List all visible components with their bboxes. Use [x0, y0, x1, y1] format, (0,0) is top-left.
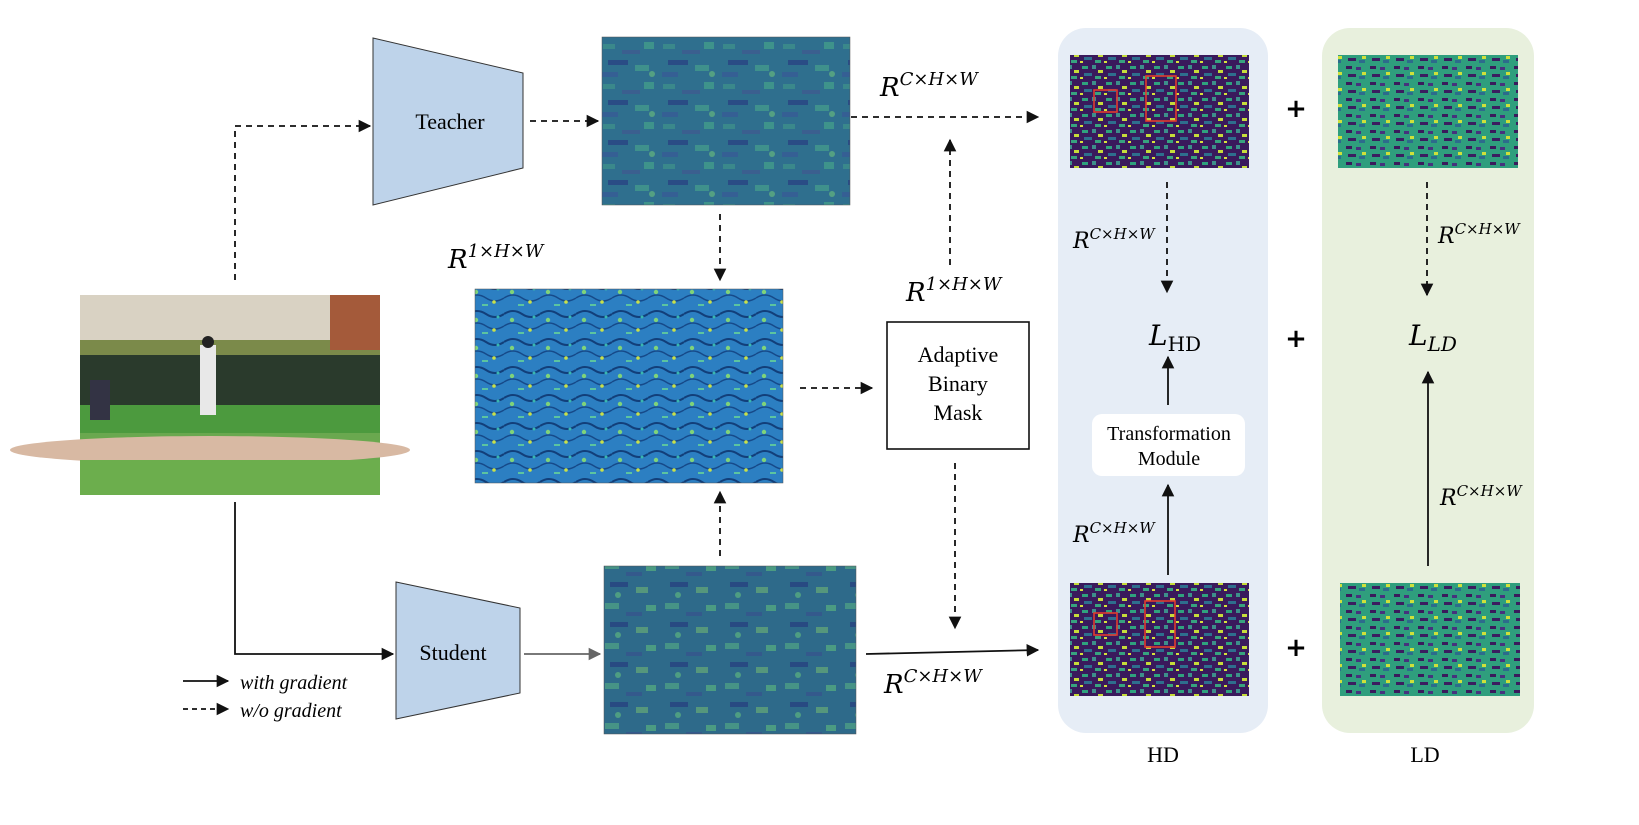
dim-hd-student: RC×H×W	[1072, 519, 1156, 548]
hd-teacher-bbox-large	[1145, 75, 1177, 122]
tm-line-1: Transformation	[1107, 423, 1231, 445]
svg-text:LHD: LHD	[1148, 319, 1201, 356]
svg-text:R1×H×W: R1×H×W	[447, 241, 545, 275]
arrow-image-to-teacher	[234, 119, 372, 280]
dim-ld-student: RC×H×W	[1439, 482, 1523, 511]
legend: with gradient w/o gradient	[183, 672, 348, 722]
arrow-image-to-student	[234, 502, 395, 661]
loss-hd: LHD	[1148, 319, 1201, 356]
panel-label-ld: LD	[1410, 742, 1439, 767]
plus-bottom: +	[1285, 633, 1307, 663]
dim-ld-teacher: RC×H×W	[1437, 220, 1521, 249]
dim-heatmap: R1×H×W	[447, 241, 545, 275]
hd-teacher-bbox-small	[1093, 89, 1118, 113]
adaptive-binary-mask-box	[886, 321, 1030, 450]
svg-text:RC×H×W: RC×H×W	[1439, 482, 1523, 511]
tm-line-2: Module	[1138, 448, 1200, 470]
teacher-label: Teacher	[415, 109, 485, 134]
dim-hd-teacher: RC×H×W	[1072, 225, 1156, 254]
input-image	[10, 295, 410, 495]
dim-teacher-out: RC×H×W	[879, 69, 979, 103]
legend-dashed-label: w/o gradient	[240, 700, 342, 722]
hd-student-bbox-large	[1144, 600, 1176, 648]
abm-line-1: Adaptive	[918, 342, 999, 367]
plus-top: +	[1285, 94, 1307, 124]
svg-text:LLD: LLD	[1408, 319, 1457, 356]
legend-solid-label: with gradient	[240, 672, 348, 694]
ld-student-map	[1340, 583, 1520, 696]
ld-teacher-map	[1338, 55, 1518, 168]
svg-text:RC×H×W: RC×H×W	[1072, 519, 1156, 548]
hd-panel	[1058, 28, 1268, 733]
svg-text:RC×H×W: RC×H×W	[883, 666, 983, 700]
hd-student-map	[1070, 583, 1249, 696]
student-feature-map	[603, 565, 857, 735]
hd-student-bbox-small	[1093, 612, 1118, 636]
abm-line-2: Binary	[928, 371, 988, 396]
svg-text:RC×H×W: RC×H×W	[1437, 220, 1521, 249]
dim-student-out: RC×H×W	[883, 666, 983, 700]
dim-abm: R1×H×W	[905, 274, 1003, 308]
loss-ld: LLD	[1408, 319, 1457, 356]
student-label: Student	[419, 640, 486, 665]
svg-text:RC×H×W: RC×H×W	[1072, 225, 1156, 254]
teacher-feature-map	[601, 36, 851, 206]
abm-line-3: Mask	[934, 400, 983, 425]
panel-label-hd: HD	[1147, 742, 1179, 767]
svg-text:R1×H×W: R1×H×W	[905, 274, 1003, 308]
svg-text:RC×H×W: RC×H×W	[879, 69, 979, 103]
difference-heatmap	[474, 288, 784, 484]
student-network	[395, 581, 521, 720]
transformation-module-box	[1092, 414, 1245, 476]
arrow-student-map-to-hd	[865, 643, 1040, 657]
plus-middle: +	[1285, 324, 1307, 354]
teacher-network	[372, 37, 524, 206]
